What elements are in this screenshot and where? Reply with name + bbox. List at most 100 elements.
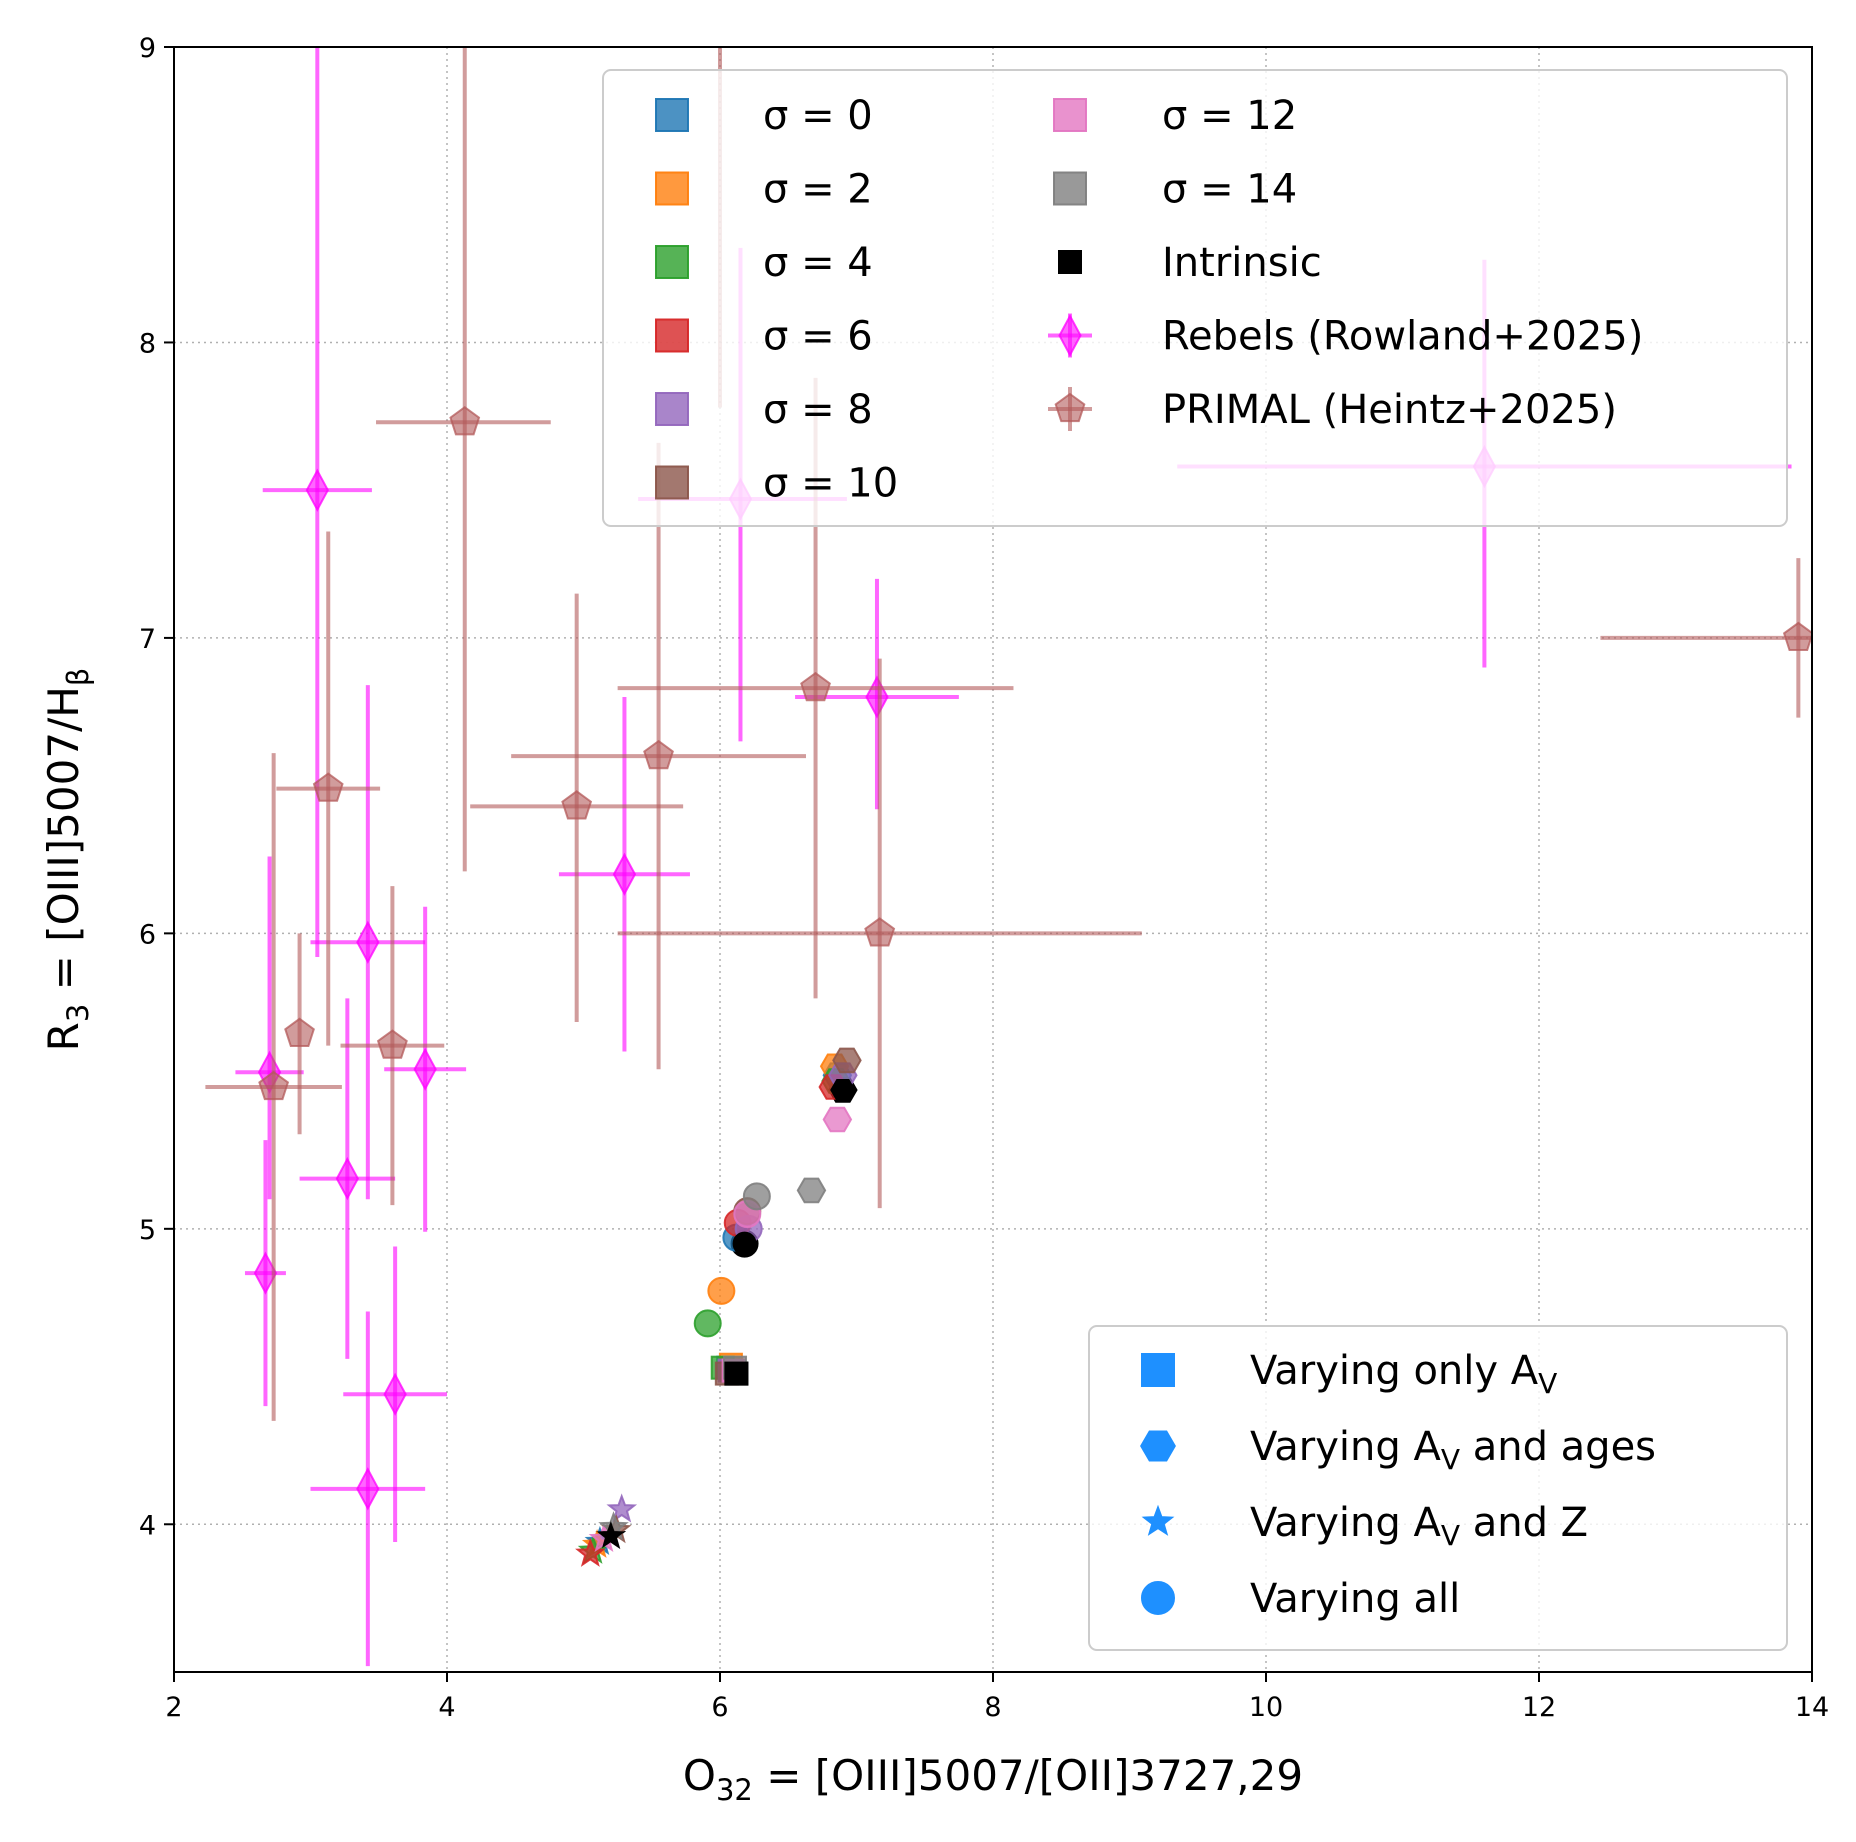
data-point xyxy=(643,739,674,770)
data-point xyxy=(284,1017,315,1047)
legend-marker xyxy=(655,465,689,500)
data-point xyxy=(707,1276,736,1305)
legend-sigma-entry: σ = 2 xyxy=(655,167,873,213)
legend-marker xyxy=(655,98,689,132)
legend-sigma-entry: Rebels (Rowland+2025) xyxy=(1048,313,1643,360)
data-point xyxy=(305,468,330,512)
legend-label-tail: and Z xyxy=(1460,1500,1588,1546)
intrinsic-point xyxy=(724,1361,749,1386)
legend-markers-entry: Varying AV and ages xyxy=(1140,1424,1656,1476)
legend-label: σ = 0 xyxy=(763,93,873,139)
y-tick-label: 4 xyxy=(139,1510,156,1541)
data-point xyxy=(864,917,896,947)
x-tick-label: 10 xyxy=(1249,1692,1283,1723)
legend-label: σ = 6 xyxy=(763,314,873,360)
y-axis-label-tail-sub: β xyxy=(61,668,95,687)
legend-sigma-entry: Intrinsic xyxy=(1058,240,1322,286)
legend-marker xyxy=(1141,1504,1175,1536)
x-axis-label-main: O xyxy=(683,1751,716,1800)
legend-sigma-entry: σ = 8 xyxy=(655,387,873,433)
data-layer xyxy=(205,47,1812,1667)
intrinsic-point xyxy=(732,1231,757,1256)
legend-sigma-entry: σ = 4 xyxy=(655,240,873,286)
data-point xyxy=(258,1070,290,1101)
data-point xyxy=(561,790,593,820)
data-point xyxy=(449,405,481,436)
legend-marker xyxy=(655,318,689,353)
legend-label: σ = 8 xyxy=(763,387,873,433)
x-tick-label: 6 xyxy=(711,1692,728,1723)
data-point xyxy=(413,1047,437,1091)
data-point xyxy=(1782,621,1812,651)
data-point xyxy=(800,671,831,702)
data-point xyxy=(356,1467,380,1511)
legend-label: Varying AV and Z xyxy=(1250,1500,1588,1552)
x-axis-label-rest: = [OIII]5007/[OII]3727,29 xyxy=(753,1751,1303,1800)
legend-label: σ = 2 xyxy=(763,167,873,213)
intrinsic-point xyxy=(596,1521,625,1549)
legend-marker xyxy=(655,392,689,426)
data-point xyxy=(796,1177,827,1204)
y-axis-label: R3 = [OIII]5007/Hβ xyxy=(39,668,95,1052)
legend-sigma-entry: σ = 6 xyxy=(655,314,873,360)
legend-label: PRIMAL (Heintz+2025) xyxy=(1162,387,1617,433)
data-point xyxy=(742,1182,771,1211)
legend-sigma-box xyxy=(602,69,1788,527)
legend-label-main: Varying A xyxy=(1250,1500,1441,1546)
legend-sigma-entry: σ = 0 xyxy=(655,93,873,139)
data-point xyxy=(693,1309,722,1338)
data-point xyxy=(606,1493,638,1523)
x-axis-label-sub: 32 xyxy=(716,1773,753,1807)
x-tick-label: 12 xyxy=(1522,1692,1556,1723)
legend-marker xyxy=(655,171,689,206)
legend-label: σ = 4 xyxy=(763,240,873,286)
ticks: 2 4 6 8 10 12 14 4 5 6 7 8 9 xyxy=(139,33,1829,1723)
legend-label-sub: V xyxy=(1441,1519,1460,1552)
x-tick-label: 8 xyxy=(984,1692,1001,1723)
data-point xyxy=(376,1029,408,1059)
legend-marker xyxy=(1053,98,1087,132)
y-tick-label: 5 xyxy=(139,1215,156,1246)
data-point xyxy=(383,1372,407,1416)
x-tick-label: 14 xyxy=(1795,1692,1829,1723)
legend-sigma-entry: σ = 14 xyxy=(1053,167,1297,213)
data-point xyxy=(612,852,637,896)
legend-marker xyxy=(1140,1430,1176,1462)
series-intrinsic-top xyxy=(596,1079,856,1549)
legend-label: Rebels (Rowland+2025) xyxy=(1162,314,1643,360)
legend-markers-box xyxy=(1088,1325,1788,1651)
legend-label-main: Varying only A xyxy=(1250,1348,1539,1394)
legend-sigma-entry: PRIMAL (Heintz+2025) xyxy=(1048,387,1617,433)
legend-marker xyxy=(1058,250,1082,274)
data-point xyxy=(822,1106,853,1133)
legend-sigma-entry: σ = 10 xyxy=(655,461,898,507)
legend-label: Varying only AV xyxy=(1250,1348,1557,1400)
x-tick-label: 4 xyxy=(438,1692,455,1723)
y-tick-label: 7 xyxy=(139,624,156,655)
y-axis-label-main: R xyxy=(39,1022,88,1051)
legend-markers-entry: Varying AV and Z xyxy=(1141,1500,1588,1552)
legend-marker xyxy=(1141,1353,1175,1387)
plot-area xyxy=(205,47,1812,1667)
legend-label: Intrinsic xyxy=(1162,240,1322,286)
legend-label-tail: and ages xyxy=(1460,1424,1656,1470)
legend-label-sub: V xyxy=(1538,1367,1557,1400)
legend-label: Varying AV and ages xyxy=(1250,1424,1656,1476)
legend-label-sub: V xyxy=(1441,1443,1460,1476)
data-point xyxy=(356,920,380,964)
x-tick-label: 2 xyxy=(165,1692,182,1723)
data-point xyxy=(312,772,344,802)
legend-sigma-entry: σ = 12 xyxy=(1053,93,1297,139)
legend-marker xyxy=(1054,392,1086,423)
data-point xyxy=(832,1047,862,1074)
data-point xyxy=(335,1156,360,1201)
legend-markers-entry: Varying all xyxy=(1141,1576,1460,1622)
legend-sigma: σ = 0 σ = 2 σ = 4 σ = 6 σ = 8 σ = 10 σ = 12 σ =… xyxy=(602,69,1788,527)
data-point xyxy=(575,1537,606,1567)
y-tick-label: 9 xyxy=(139,33,156,64)
legend-label: Varying all xyxy=(1250,1576,1460,1622)
y-tick-label: 6 xyxy=(139,919,156,950)
legend-label: σ = 12 xyxy=(1162,93,1297,139)
